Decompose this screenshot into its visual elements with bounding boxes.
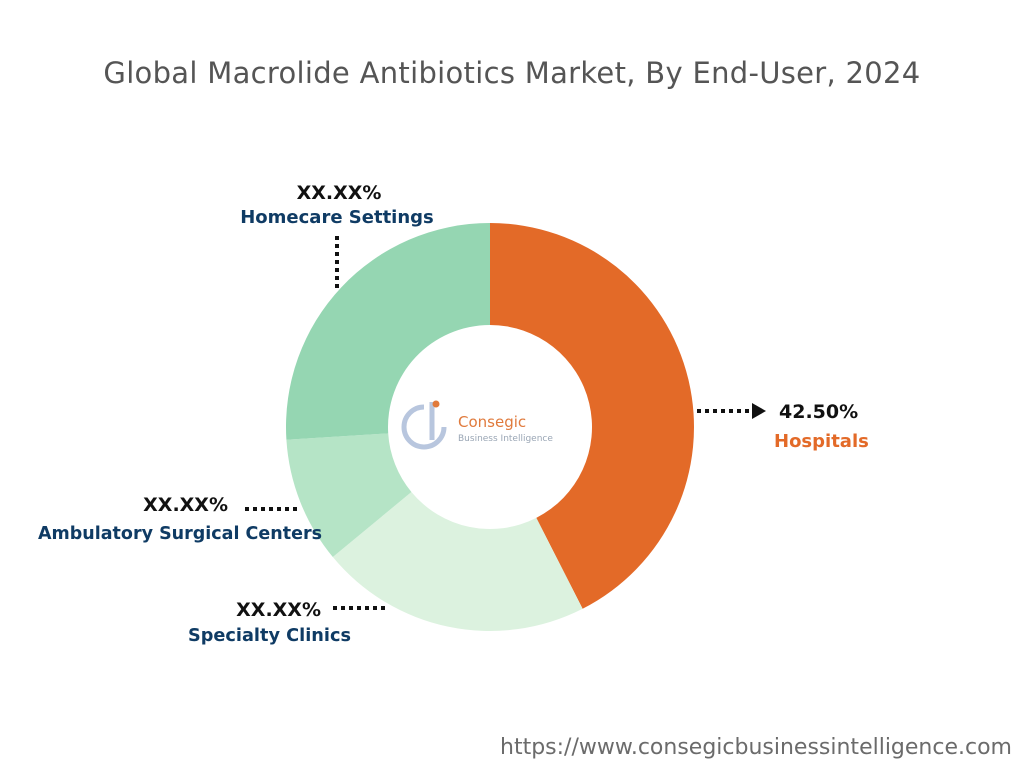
hospitals-name-label: Hospitals xyxy=(774,431,869,452)
slice-hospitals xyxy=(490,223,694,609)
website-url: https://www.consegicbusinessintelligence… xyxy=(500,735,1012,760)
ambulatory-value-label: XX.XX% xyxy=(143,494,228,516)
specialty-value-label: XX.XX% xyxy=(236,599,321,621)
chart-title: Global Macrolide Antibiotics Market, By … xyxy=(103,56,921,90)
hospitals-arrow-icon xyxy=(752,403,766,419)
ambulatory-name-label: Ambulatory Surgical Centers xyxy=(38,523,322,544)
slice-homecare-settings xyxy=(286,223,490,440)
homecare-name-label: Homecare Settings xyxy=(240,207,434,228)
leader-lines xyxy=(245,236,766,610)
donut-slices xyxy=(286,223,694,632)
specialty-name-label: Specialty Clinics xyxy=(188,625,351,646)
logo: Consegic Business Intelligence xyxy=(401,400,553,450)
slice-specialty-clinics xyxy=(332,492,583,632)
slice-ambulatory-surgical-centers xyxy=(286,433,412,558)
homecare-value-label: XX.XX% xyxy=(297,182,382,204)
hospitals-value-label: 42.50% xyxy=(779,401,858,423)
logo-tagline: Business Intelligence xyxy=(458,434,553,444)
logo-name: Consegic xyxy=(458,413,526,431)
slice-labels: 42.50% Hospitals XX.XX% Homecare Setting… xyxy=(38,182,869,646)
logo-icon xyxy=(401,400,447,450)
